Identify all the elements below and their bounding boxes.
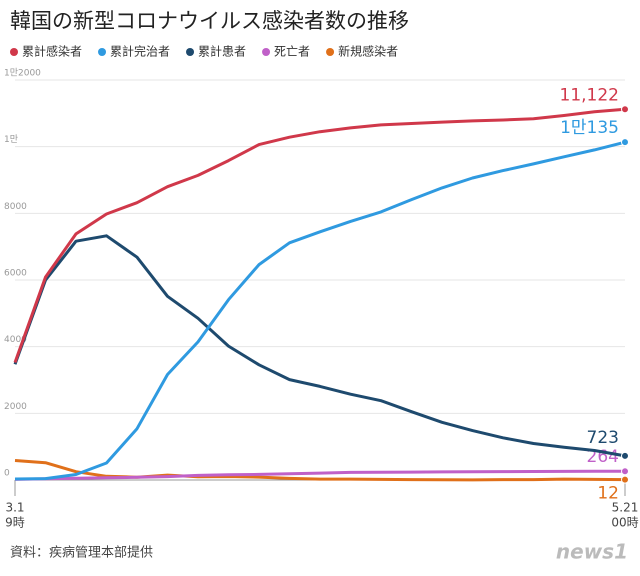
legend-marker [262,48,271,56]
line [14,469,626,481]
y-tick-label: 6000 [4,269,27,279]
legend-marker [186,48,195,56]
legend-marker [10,48,18,56]
end-point [621,475,629,484]
legend-marker [98,48,107,56]
data-label: 11,122 [560,85,619,105]
chart-title: 韓国の新型コロナウイルス感染者数の推移 [10,9,409,33]
y-tick-label: 0 [4,469,10,479]
legend-label: 累計完治者 [110,44,170,59]
line [13,234,626,458]
x-sublabel: 9時 [5,516,25,530]
legend-label: 死亡者 [274,45,310,59]
logo: news1 [556,540,628,564]
y-tick-label: 4000 [4,335,27,345]
y-tick-label: 1만 [4,134,18,145]
legend-label: 累計患者 [198,44,246,59]
x-tick-label: 5.21 [612,501,639,515]
y-tick-label: 2000 [4,402,27,412]
legend-label: 新規感染者 [338,44,398,59]
y-tick-label: 8000 [4,202,27,212]
end-point [621,105,629,114]
end-point [621,467,629,476]
line [13,107,626,364]
y-tick-label: 1만2000 [4,68,41,79]
end-point [621,451,629,460]
x-sublabel: 00時 [611,516,638,530]
data-label: 1만135 [560,118,619,138]
line [14,140,626,481]
data-label: 12 [597,484,619,504]
x-tick-label: 3.1 [5,501,24,515]
end-point [621,138,629,147]
legend-label: 累計感染者 [22,44,82,59]
data-label: 723 [587,428,619,448]
source: 資料：疾病管理本部提供 [10,545,153,561]
legend-marker [326,48,335,56]
